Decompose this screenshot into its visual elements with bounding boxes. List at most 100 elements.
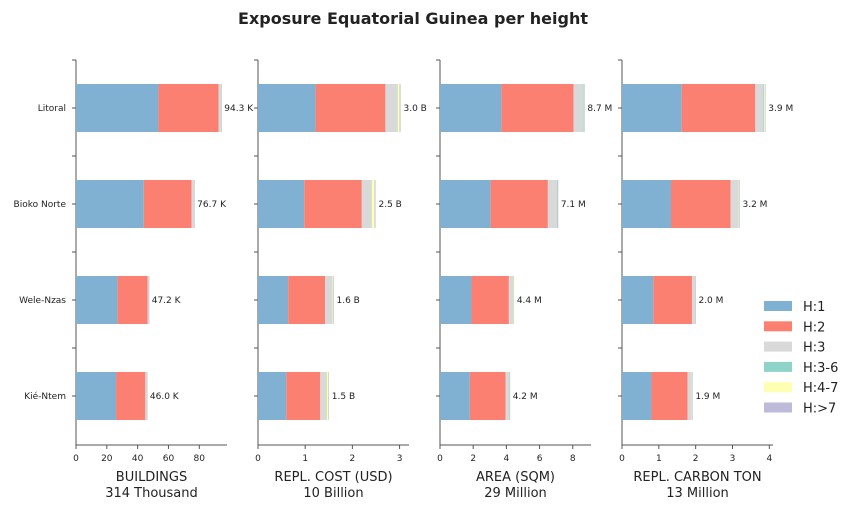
x-tick-label: 0 <box>73 454 79 464</box>
bar-segment <box>764 84 765 132</box>
bar-segment <box>397 84 400 132</box>
bar-segment <box>440 372 470 420</box>
legend: H:1 H:2 H:3 H:3-6 H:4-7 H:>7 <box>764 300 838 417</box>
bar-segment <box>146 372 148 420</box>
legend-swatch <box>764 321 792 332</box>
bar-segment <box>258 84 316 132</box>
total-data-label: 1.5 B <box>332 392 355 402</box>
legend-label: H:1 <box>803 300 825 315</box>
bar-segment <box>653 276 692 324</box>
bar-segment <box>622 84 682 132</box>
total-data-label: 47.2 K <box>152 296 182 306</box>
bar-segment <box>440 180 491 228</box>
bar-segment <box>320 372 326 420</box>
x-axis-sublabel: 13 Million <box>666 486 729 501</box>
bar-segment <box>399 84 401 132</box>
x-axis-label: REPL. COST (USD) <box>274 470 392 485</box>
bar-segment <box>371 180 372 228</box>
bar-segment <box>374 180 376 228</box>
bar-segment <box>194 180 195 228</box>
bar-segment <box>509 372 510 420</box>
bar-segment <box>258 180 305 228</box>
x-tick-label: 3 <box>397 454 403 464</box>
category-label: Wele-Nzas <box>19 296 66 306</box>
bar-segment <box>584 84 585 132</box>
bar-segment <box>325 372 327 420</box>
bar-segment <box>730 180 739 228</box>
legend-swatch <box>764 382 792 393</box>
x-axis-sublabel: 10 Billion <box>303 486 363 501</box>
total-data-label: 4.2 M <box>513 392 538 402</box>
bar-segment <box>397 84 398 132</box>
x-tick-label: 40 <box>132 454 144 464</box>
bar-segment <box>691 372 693 420</box>
bar-segment <box>315 84 386 132</box>
bar-segment <box>583 84 585 132</box>
bar-segment <box>191 180 194 228</box>
bar-segment <box>158 84 219 132</box>
bar-segment <box>622 276 654 324</box>
bar-segment <box>440 84 502 132</box>
bar-segment <box>469 372 506 420</box>
x-tick-label: 0 <box>437 454 443 464</box>
bar-segment <box>332 276 334 324</box>
bar-segment <box>440 276 472 324</box>
x-tick-label: 1 <box>302 454 308 464</box>
total-data-label: 46.0 K <box>150 392 180 402</box>
total-data-label: 2.0 M <box>698 296 723 306</box>
bar-segment <box>490 180 548 228</box>
bar-segment <box>221 84 222 132</box>
bar-segment <box>547 180 557 228</box>
category-label: Litoral <box>38 104 66 114</box>
x-tick-label: 8 <box>570 454 576 464</box>
bar-segment <box>117 276 148 324</box>
total-data-label: 4.4 M <box>517 296 542 306</box>
bar-segment <box>143 180 192 228</box>
bar-segment <box>738 180 739 228</box>
bar-segment <box>695 276 696 324</box>
bar-segment <box>76 180 144 228</box>
bar-segment <box>76 84 159 132</box>
x-tick-label: 2 <box>470 454 476 464</box>
total-data-label: 1.6 B <box>337 296 360 306</box>
bar-segment <box>691 372 693 420</box>
bar-segment <box>333 276 334 324</box>
bar-segment <box>622 180 671 228</box>
total-data-label: 3.9 M <box>768 104 793 114</box>
total-data-label: 1.9 M <box>695 392 720 402</box>
x-tick-label: 1 <box>656 454 662 464</box>
bar-segment <box>764 84 766 132</box>
x-tick-label: 6 <box>537 454 543 464</box>
bar-segment <box>148 276 150 324</box>
bar-segment <box>286 372 321 420</box>
legend-label: H:4-7 <box>803 381 838 396</box>
bar-segment <box>304 180 362 228</box>
bar-segment <box>76 276 118 324</box>
bar-segment <box>361 180 372 228</box>
bar-segment <box>385 84 398 132</box>
x-tick-label: 60 <box>163 454 175 464</box>
bar-segment <box>258 372 287 420</box>
x-tick-label: 0 <box>619 454 625 464</box>
bar-segment <box>147 276 149 324</box>
total-data-label: 3.0 B <box>404 104 427 114</box>
total-data-label: 8.7 M <box>587 104 612 114</box>
bar-segment <box>509 372 511 420</box>
bar-segment <box>622 372 652 420</box>
legend-swatch <box>764 361 792 372</box>
x-tick-label: 4 <box>766 454 772 464</box>
bar-segment <box>573 84 583 132</box>
x-axis-sublabel: 29 Million <box>484 486 547 501</box>
bar-segment <box>582 84 584 132</box>
x-tick-label: 0 <box>255 454 261 464</box>
bar-segment <box>557 180 559 228</box>
chart-panel-3: 0 2 4 6 8 8.7 M 7.1 M 4.4 M 4.2 M AREA (SQM)29 Mi… <box>436 59 612 501</box>
bar-segment <box>691 276 695 324</box>
category-label: Kié-Ntem <box>24 391 66 402</box>
bar-segment <box>218 84 221 132</box>
bar-segment <box>145 372 147 420</box>
bar-segment <box>508 372 510 420</box>
bar-segment <box>325 276 333 324</box>
